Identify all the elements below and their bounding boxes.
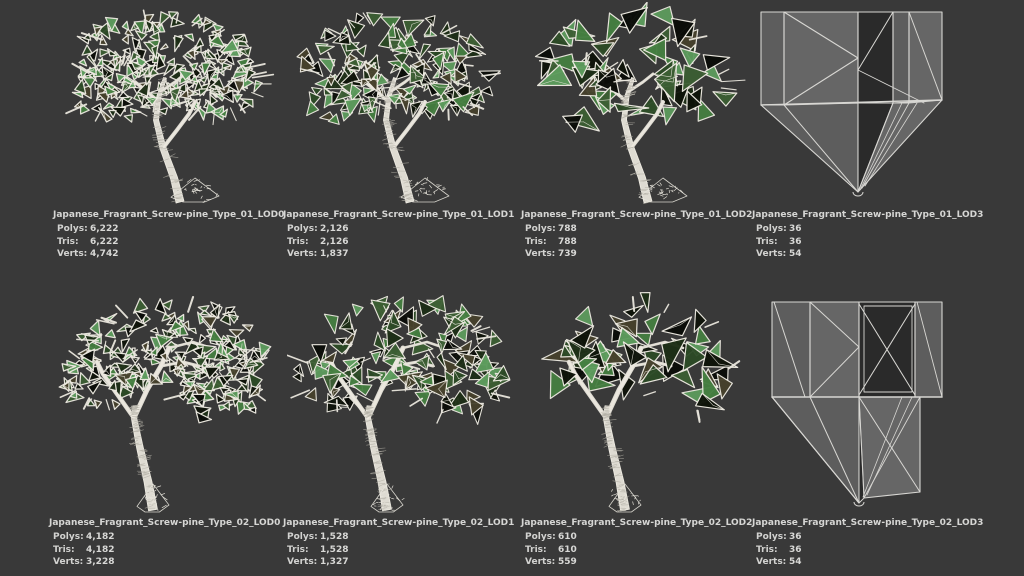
tris-label: Tris: [525,544,547,555]
tris-label: Tris: [287,544,309,555]
tree-render-type01-lod0 [53,2,285,208]
tree-wireframe-graphic [286,295,510,513]
verts-value: 559 [558,557,577,567]
impostor-render-type01-lod3 [752,2,984,208]
verts-value: 54 [789,249,802,259]
tris-value: 4,182 [86,544,115,555]
polys-value: 1,528 [320,532,349,542]
verts-value: 54 [789,557,802,567]
polys-label: Polys: [756,532,787,542]
verts-value: 739 [558,249,577,259]
polys-label: Polys: [287,532,318,542]
tris-value: 1,528 [320,544,349,555]
model-name: Japanese_Fragrant_Screw-pine_Type_01_LOD… [521,210,753,220]
polys-value: 36 [789,224,802,234]
polys-value: 2,126 [320,224,349,234]
polys-label: Polys: [525,224,556,234]
tree-wireframe-graphic [65,9,275,204]
polys-label: Polys: [756,224,787,234]
polys-label: Polys: [287,224,318,234]
verts-label: Verts: [287,249,318,259]
polys-value: 610 [558,532,577,542]
model-name: Japanese_Fragrant_Screw-pine_Type_01_LOD… [53,210,285,220]
polys-value: 6,222 [90,224,119,234]
tree-render-type01-lod2 [521,2,753,208]
tris-value: 36 [789,544,802,555]
verts-label: Verts: [756,557,787,567]
impostor-render-type02-lod3 [752,284,984,516]
model-stats: Polys: 4,182 Tris: 4,182 Verts: 3,228 [53,531,275,569]
polys-label: Polys: [57,224,88,234]
model-name: Japanese_Fragrant_Screw-pine_Type_02_LOD… [49,518,281,528]
tris-value: 610 [558,544,577,555]
tris-value: 36 [789,236,802,247]
tris-value: 788 [558,236,577,247]
tris-label: Tris: [53,544,75,555]
polys-value: 788 [558,224,577,234]
tris-label: Tris: [756,236,778,247]
model-cell-type02-lod0: Japanese_Fragrant_Screw-pine_Type_02_LOD… [49,284,281,569]
tree-render-type02-lod0 [49,284,281,516]
model-name: Japanese_Fragrant_Screw-pine_Type_01_LOD… [752,210,984,220]
verts-label: Verts: [53,557,84,567]
model-stats: Polys: 2,126 Tris: 2,126 Verts: 1,837 [287,223,509,261]
verts-value: 1,327 [320,557,349,567]
polys-label: Polys: [525,532,556,542]
model-stats: Polys: 788 Tris: 788 Verts: 739 [525,223,747,261]
tree-render-type01-lod1 [283,2,515,208]
model-cell-type02-lod1: Japanese_Fragrant_Screw-pine_Type_02_LOD… [283,284,515,569]
tree-wireframe-graphic [58,295,271,513]
verts-label: Verts: [57,249,88,259]
model-cell-type01-lod2: Japanese_Fragrant_Screw-pine_Type_01_LOD… [521,2,753,261]
tree-render-type02-lod2 [521,284,753,516]
model-stats: Polys: 36 Tris: 36 Verts: 54 [756,223,978,261]
verts-label: Verts: [525,249,556,259]
tree-wireframe-graphic [534,2,746,205]
tris-label: Tris: [756,544,778,555]
tris-value: 2,126 [320,236,349,247]
model-cell-type01-lod1: Japanese_Fragrant_Screw-pine_Type_01_LOD… [283,2,515,261]
model-stats: Polys: 36 Tris: 36 Verts: 54 [756,531,978,569]
impostor-wireframe-graphic [760,11,943,197]
model-cell-type02-lod2: Japanese_Fragrant_Screw-pine_Type_02_LOD… [521,284,753,569]
model-name: Japanese_Fragrant_Screw-pine_Type_02_LOD… [283,518,515,528]
model-stats: Polys: 610 Tris: 610 Verts: 559 [525,531,747,569]
tris-value: 6,222 [90,236,119,247]
model-name: Japanese_Fragrant_Screw-pine_Type_01_LOD… [283,210,515,220]
model-cell-type01-lod0: Japanese_Fragrant_Screw-pine_Type_01_LOD… [53,2,285,261]
model-name: Japanese_Fragrant_Screw-pine_Type_02_LOD… [521,518,753,528]
model-cell-type01-lod3: Japanese_Fragrant_Screw-pine_Type_01_LOD… [752,2,984,261]
model-stats: Polys: 6,222 Tris: 6,222 Verts: 4,742 [57,223,279,261]
polys-label: Polys: [53,532,84,542]
tree-render-type02-lod1 [283,284,515,516]
verts-label: Verts: [287,557,318,567]
verts-label: Verts: [756,249,787,259]
impostor-wireframe-graphic [771,301,943,507]
verts-value: 3,228 [86,557,115,567]
model-cell-type02-lod3: Japanese_Fragrant_Screw-pine_Type_02_LOD… [752,284,984,569]
tris-label: Tris: [57,236,79,247]
tree-wireframe-graphic [540,292,740,513]
verts-value: 4,742 [90,249,119,259]
polys-value: 4,182 [86,532,115,542]
verts-value: 1,837 [320,249,349,259]
tris-label: Tris: [287,236,309,247]
tree-wireframe-graphic [296,12,501,204]
model-name: Japanese_Fragrant_Screw-pine_Type_02_LOD… [752,518,984,528]
polys-value: 36 [789,532,802,542]
tris-label: Tris: [525,236,547,247]
model-stats: Polys: 1,528 Tris: 1,528 Verts: 1,327 [287,531,509,569]
verts-label: Verts: [525,557,556,567]
